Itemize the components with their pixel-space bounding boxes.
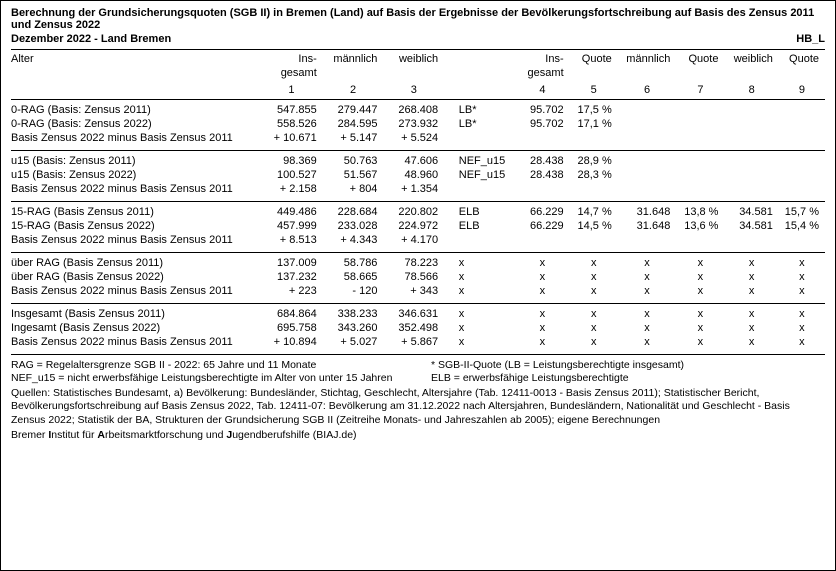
row-label: u15 (Basis: Zensus 2011) (11, 154, 260, 168)
col-ins-top-b: Ins- (515, 52, 569, 66)
row-label: Insgesamt (Basis Zensus 2011) (11, 307, 260, 321)
row-label: 0-RAG (Basis: Zensus 2022) (11, 117, 260, 131)
col-ins-top: Ins- (260, 52, 323, 66)
table-row: Basis Zensus 2022 minus Basis Zensus 201… (11, 284, 825, 298)
table-row: Basis Zensus 2022 minus Basis Zensus 201… (11, 182, 825, 196)
col-weib-8: weiblich (724, 52, 778, 80)
row-label: Ingesamt (Basis Zensus 2022) (11, 321, 260, 335)
subtitle-right: HB_L (796, 33, 825, 45)
col-alter: Alter (11, 52, 260, 80)
table-header-row: Alter Ins- männlich weiblich Ins- Quote … (11, 52, 825, 66)
subtitle-row: Dezember 2022 - Land Bremen HB_L (11, 33, 825, 45)
col-mann: männlich (323, 52, 384, 80)
table-row: u15 (Basis: Zensus 2011)98.36950.76347.6… (11, 154, 825, 168)
row-label: u15 (Basis: Zensus 2022) (11, 168, 260, 182)
table-colnum-row: 1 2 3 4 5 6 7 8 9 (11, 83, 825, 97)
table-row: Basis Zensus 2022 minus Basis Zensus 201… (11, 233, 825, 247)
col-quote-7: Quote (676, 52, 724, 80)
row-label: Basis Zensus 2022 minus Basis Zensus 201… (11, 335, 260, 349)
table-row: 15-RAG (Basis Zensus 2022)457.999233.028… (11, 219, 825, 233)
subtitle-left: Dezember 2022 - Land Bremen (11, 33, 171, 45)
row-label: 15-RAG (Basis Zensus 2011) (11, 205, 260, 219)
report-page: Berechnung der Grundsicherungsquoten (SG… (0, 0, 836, 571)
table-row: 15-RAG (Basis Zensus 2011)449.486228.684… (11, 205, 825, 219)
col-ins-bot-b: gesamt (515, 66, 569, 80)
biaj-credit: Bremer Institut für Arbeitsmarktforschun… (11, 429, 825, 442)
footnote-rag: RAG = Regelaltersgrenze SGB II - 2022: 6… (11, 359, 431, 372)
row-label: Basis Zensus 2022 minus Basis Zensus 201… (11, 284, 260, 298)
table-row: über RAG (Basis Zensus 2011)137.00958.78… (11, 256, 825, 270)
col-quote-9: Quote (779, 52, 825, 80)
col-quote-5: Quote (570, 52, 618, 80)
table-row: Ingesamt (Basis Zensus 2022)695.758343.2… (11, 321, 825, 335)
footnote-nef: NEF_u15 = nicht erwerbsfähige Leistungsb… (11, 372, 431, 385)
row-label: über RAG (Basis Zensus 2022) (11, 270, 260, 284)
footnote-sgb: * SGB-II-Quote (LB = Leistungsberechtigt… (431, 359, 825, 372)
table-row: Basis Zensus 2022 minus Basis Zensus 201… (11, 335, 825, 349)
table-row: über RAG (Basis Zensus 2022)137.23258.66… (11, 270, 825, 284)
table-row: Basis Zensus 2022 minus Basis Zensus 201… (11, 131, 825, 145)
row-label: über RAG (Basis Zensus 2011) (11, 256, 260, 270)
footnote-elb: ELB = erwerbsfähige Leistungsberechtigte (431, 372, 825, 385)
col-mann-6: männlich (618, 52, 677, 80)
row-label: Basis Zensus 2022 minus Basis Zensus 201… (11, 131, 260, 145)
table-row: u15 (Basis: Zensus 2022)100.52751.56748.… (11, 168, 825, 182)
data-table: Alter Ins- männlich weiblich Ins- Quote … (11, 49, 825, 355)
table-row: 0-RAG (Basis: Zensus 2011)547.855279.447… (11, 103, 825, 117)
col-ins-bot: gesamt (260, 66, 323, 80)
row-label: 0-RAG (Basis: Zensus 2011) (11, 103, 260, 117)
table-row: Insgesamt (Basis Zensus 2011)684.864338.… (11, 307, 825, 321)
sources: Quellen: Statistisches Bundesamt, a) Bev… (11, 387, 825, 426)
col-weib: weiblich (383, 52, 444, 80)
row-label: Basis Zensus 2022 minus Basis Zensus 201… (11, 233, 260, 247)
footer: RAG = Regelaltersgrenze SGB II - 2022: 6… (11, 359, 825, 442)
page-title: Berechnung der Grundsicherungsquoten (SG… (11, 7, 825, 31)
row-label: 15-RAG (Basis Zensus 2022) (11, 219, 260, 233)
table-row: 0-RAG (Basis: Zensus 2022)558.526284.595… (11, 117, 825, 131)
row-label: Basis Zensus 2022 minus Basis Zensus 201… (11, 182, 260, 196)
